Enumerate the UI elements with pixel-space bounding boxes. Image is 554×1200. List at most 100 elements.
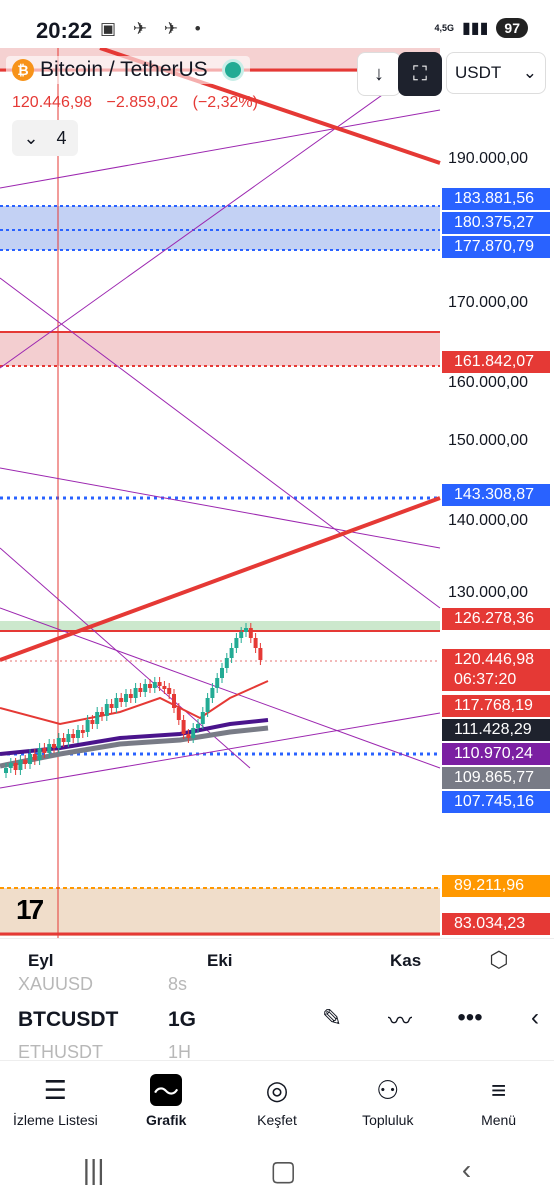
candle-body: [133, 688, 138, 698]
indicators-button[interactable]: 〰: [380, 998, 420, 1038]
candle-body: [215, 678, 220, 688]
price-tag: 180.375,27: [442, 212, 550, 234]
status-time: 20:22: [36, 18, 93, 43]
candle-body: [23, 760, 28, 764]
candle-body: [248, 628, 253, 638]
chart-settings-icon[interactable]: ⬡: [489, 947, 509, 972]
price-tag: 83.034,23: [442, 913, 550, 935]
chart-area[interactable]: ₿ Bitcoin / TetherUS 120.446,98 −2.859,0…: [0, 48, 554, 938]
network-indicator: 4,5G: [434, 23, 454, 33]
back-icon[interactable]: ‹: [461, 1154, 472, 1185]
picker-interval-above[interactable]: 8s: [168, 974, 188, 994]
price-tag: 107.745,16: [442, 791, 550, 813]
price-axis-label: 170.000,00: [448, 294, 529, 311]
price-axis-label: 130.000,00: [448, 584, 529, 601]
symbol-header[interactable]: ₿ Bitcoin / TetherUS: [6, 56, 250, 84]
chevron-down-icon: ⌄: [23, 127, 39, 148]
candle-body: [61, 738, 66, 742]
price-tag: 117.768,19: [442, 695, 550, 717]
candle-body: [258, 648, 263, 660]
community-icon: ⚇: [376, 1074, 400, 1105]
time-label: Eyl: [28, 951, 54, 970]
candle-body: [28, 754, 32, 764]
fullscreen-button[interactable]: ⛶: [398, 52, 442, 96]
candle-body: [162, 686, 167, 689]
symbol-title[interactable]: Bitcoin / TetherUS: [40, 58, 208, 81]
time-axis[interactable]: Eyl Eki Kas ⬡: [0, 938, 554, 981]
candle-body: [138, 688, 143, 692]
candle-body: [229, 648, 234, 658]
price-tag: 111.428,29: [442, 719, 550, 741]
candle-body: [100, 712, 104, 716]
blue-zone: [0, 206, 440, 250]
price-tag: 126.278,36: [442, 608, 550, 630]
drawing-tool-button[interactable]: ✎: [312, 998, 352, 1038]
price-axis-label: 150.000,00: [448, 432, 529, 449]
price-tag: 161.842,07: [442, 351, 550, 373]
nav-community[interactable]: ⚇ Topluluk: [332, 1061, 443, 1141]
candle-body: [176, 708, 181, 720]
candle-body: [157, 682, 162, 686]
candle-body: [205, 698, 210, 712]
candle-body: [210, 688, 215, 698]
candle-body: [143, 684, 148, 692]
nav-watchlist[interactable]: ☰ İzleme Listesi: [0, 1061, 111, 1141]
picker-symbol-below[interactable]: ETHUSDT: [18, 1042, 103, 1060]
time-label: Kas: [390, 951, 422, 970]
current-symbol[interactable]: BTCUSDT: [18, 1008, 119, 1031]
nav-label: İzleme Listesi: [12, 1112, 98, 1128]
indicators-toggle[interactable]: ⌄ 4: [12, 120, 78, 156]
support-zone: [0, 888, 440, 936]
price-axis-label: 140.000,00: [448, 512, 529, 529]
candle-body: [90, 720, 95, 724]
home-icon[interactable]: ▢: [270, 1154, 297, 1186]
currency-value: USDT: [455, 63, 502, 82]
more-button[interactable]: •••: [450, 998, 490, 1038]
picker-interval-below[interactable]: 1H: [168, 1042, 192, 1060]
price-axis-label: 190.000,00: [448, 150, 529, 167]
symbol-interval-picker[interactable]: XAUUSD 8s BTCUSDT 1G ETHUSDT 1H ✎ 〰 ••• …: [0, 974, 554, 1060]
quote-line: 120.446,98 −2.859,02 (−2,32%): [12, 94, 268, 112]
candle-body: [191, 728, 196, 738]
candle-body: [124, 694, 128, 702]
candle-body: [37, 748, 42, 760]
price-tag: 110.970,24: [442, 743, 550, 765]
countdown-tag: 06:37:20: [442, 669, 550, 691]
candle-body: [71, 734, 76, 738]
nav-chart[interactable]: 〜 Grafik: [111, 1061, 222, 1141]
candle-body: [200, 712, 205, 724]
list-icon: ☰: [43, 1074, 68, 1105]
candle-body: [172, 694, 176, 708]
currency-select[interactable]: USDT ⌄: [446, 52, 546, 94]
candle-body: [234, 638, 239, 648]
candle-body: [18, 760, 23, 770]
menu-icon: ≡: [490, 1074, 507, 1105]
current-interval[interactable]: 1G: [168, 1008, 197, 1031]
fullscreen-icon: ⛶: [413, 62, 427, 85]
candle-body: [253, 638, 258, 648]
candle-body: [244, 628, 248, 632]
last-price: 120.446,98: [12, 94, 93, 111]
candle-body: [42, 748, 47, 753]
candle-body: [196, 724, 200, 728]
candle-body: [220, 668, 224, 678]
arrow-down-button[interactable]: ↓: [357, 52, 401, 96]
indicator-count: 4: [56, 127, 67, 148]
candle-body: [152, 682, 157, 688]
collapse-button[interactable]: ‹: [520, 998, 550, 1038]
candle-body: [114, 698, 119, 708]
candle-body: [119, 698, 124, 702]
nav-menu[interactable]: ≡ Menü: [443, 1061, 554, 1141]
tradingview-logo: 17: [16, 894, 44, 925]
recents-icon[interactable]: |||: [82, 1154, 105, 1185]
nav-label: Grafik: [145, 1112, 187, 1128]
pen-icon: ✎: [321, 1004, 343, 1032]
notification-icons: ▣ ✈ ✈ •: [100, 19, 207, 38]
bitcoin-icon: ₿: [12, 59, 34, 81]
candle-body: [32, 754, 37, 760]
status-indicators: 4,5G ▮▮▮ 97: [434, 18, 528, 38]
price-tag: 183.881,56: [442, 188, 550, 210]
nav-explore[interactable]: ◎ Keşfet: [222, 1061, 333, 1141]
picker-symbol-above[interactable]: XAUUSD: [18, 974, 94, 994]
nav-label: Topluluk: [362, 1112, 414, 1128]
